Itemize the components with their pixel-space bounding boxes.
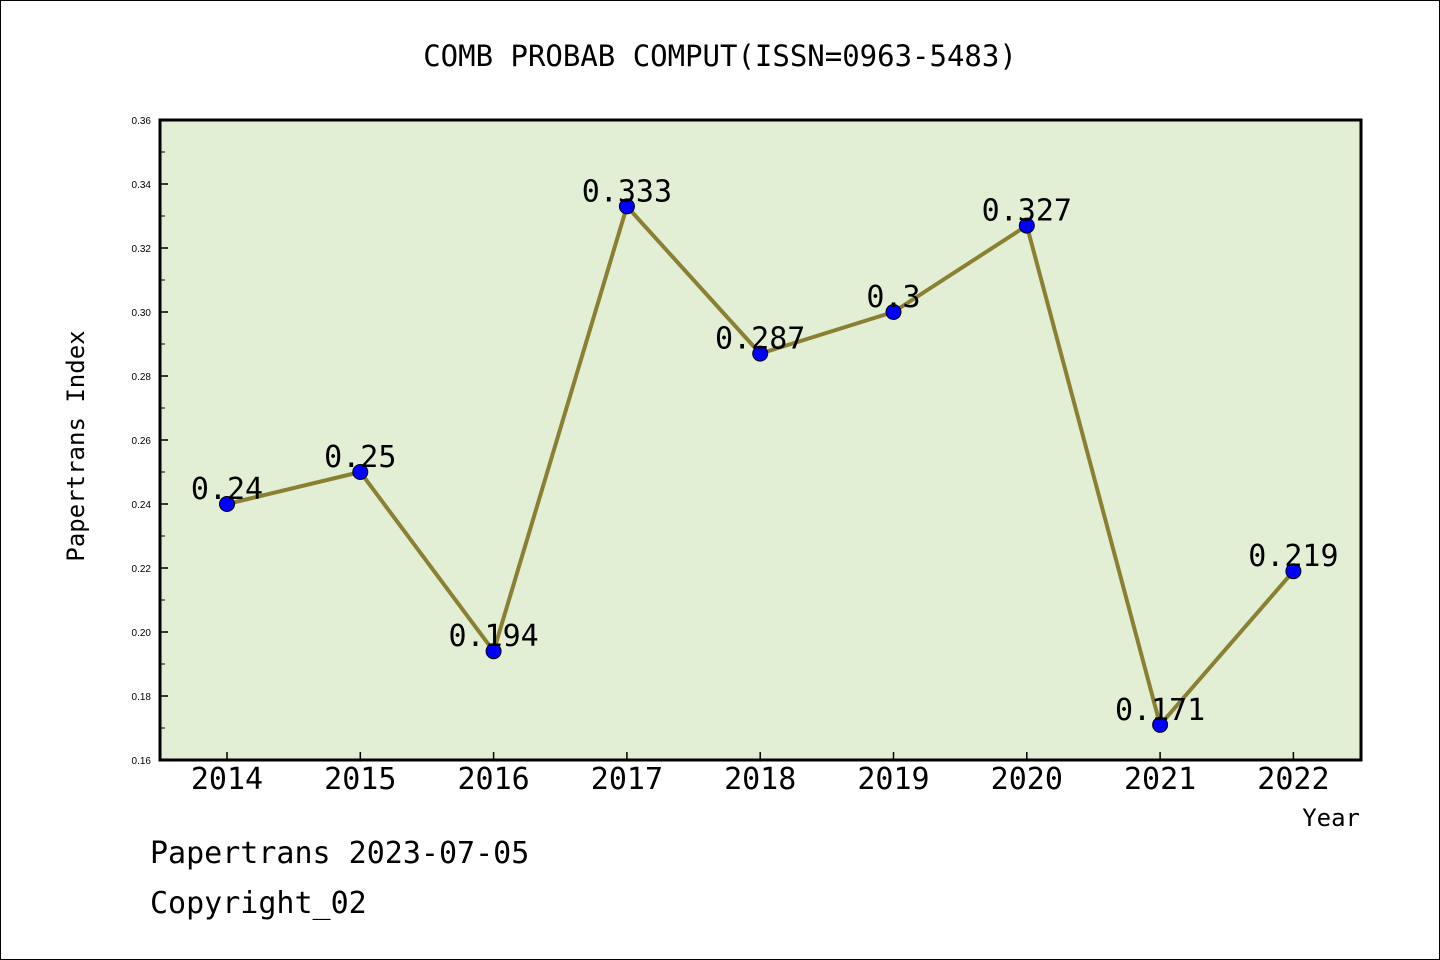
data-label: 0.327: [982, 194, 1072, 229]
data-point: [1285, 563, 1302, 580]
y-tick-label: 0.20: [132, 628, 152, 639]
x-axis: 2014 2015 2016 2017 2018 2019 2020 2021 2022: [191, 752, 1330, 797]
data-label: 0.333: [582, 174, 672, 209]
data-label: 0.219: [1248, 539, 1338, 574]
y-axis-label: Papertrans Index: [62, 330, 90, 561]
data-point: [885, 304, 902, 320]
x-tick-label: 2016: [457, 762, 529, 797]
y-tick-label: 0.16: [132, 756, 152, 767]
data-label: 0.194: [448, 619, 538, 654]
y-tick-label: 0.22: [132, 564, 152, 575]
x-tick-label: 2018: [724, 762, 796, 797]
x-tick-label: 2021: [1124, 762, 1196, 797]
y-tick-label: 0.28: [132, 372, 152, 383]
data-point: [352, 464, 369, 480]
y-tick-label: 0.36: [132, 116, 152, 127]
series-markers: [219, 198, 1302, 733]
data-point: [618, 198, 635, 215]
y-axis: 0.16 0.18 0.20 0.22 0.24 0.26 0.28 0.30 0.32 0.34…: [132, 116, 168, 767]
data-point: [1018, 217, 1035, 234]
y-tick-label: 0.24: [132, 500, 152, 511]
x-tick-label: 2020: [991, 762, 1063, 797]
data-point: [219, 496, 235, 512]
x-axis-label: Year: [1302, 804, 1360, 832]
data-label: 0.171: [1115, 693, 1205, 728]
footer-copyright: Copyright_02: [150, 886, 367, 921]
data-labels: 0.24 0.25 0.194 0.333 0.287 0.3 0.327 0.171 0.21…: [191, 174, 1339, 727]
y-tick-label: 0.32: [132, 244, 152, 255]
y-tick-label: 0.30: [132, 308, 152, 319]
x-tick-label: 2014: [191, 762, 263, 797]
data-point: [1152, 716, 1169, 733]
x-tick-label: 2015: [324, 762, 396, 797]
x-tick-label: 2017: [591, 762, 663, 797]
y-tick-label: 0.26: [132, 436, 152, 447]
footer-date: Papertrans 2023-07-05: [150, 836, 530, 871]
data-label: 0.24: [191, 472, 263, 507]
data-label: 0.287: [715, 322, 805, 357]
data-label: 0.3: [866, 280, 920, 315]
y-tick-label: 0.18: [132, 692, 152, 703]
plot-area: [158, 118, 1363, 762]
x-tick-label: 2019: [857, 762, 929, 797]
data-point: [485, 643, 502, 660]
data-point: [752, 345, 769, 362]
data-label: 0.25: [324, 440, 396, 475]
chart-title: COMB PROBAB COMPUT(ISSN=0963-5483): [423, 39, 1017, 73]
y-tick-label: 0.34: [132, 180, 152, 191]
x-tick-label: 2022: [1257, 762, 1329, 797]
